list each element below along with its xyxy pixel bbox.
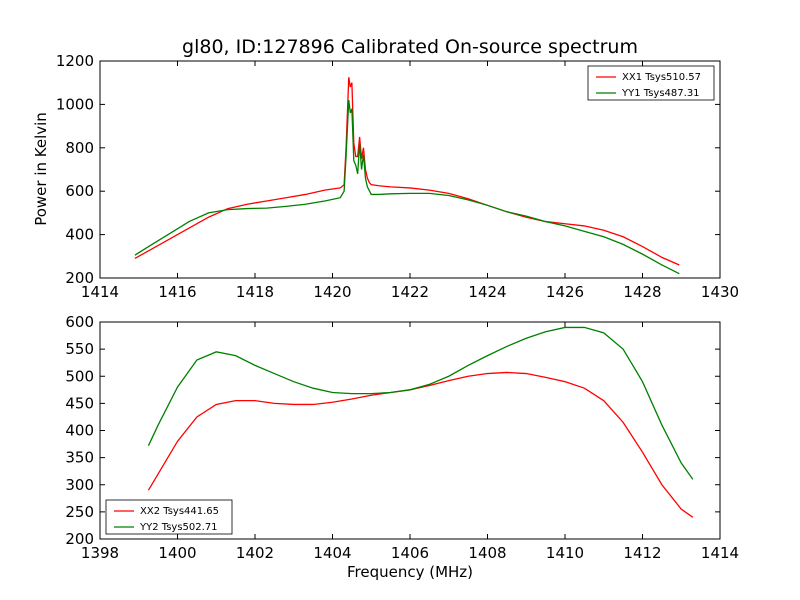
bottom-legend-entry: YY2 Tsys502.71	[139, 522, 218, 533]
top-y-tick-label: 1000	[56, 95, 94, 113]
top-x-tick-label: 1414	[81, 283, 119, 301]
top-y-axis-label: Power in Kelvin	[32, 112, 50, 226]
bottom-y-tick-label: 350	[65, 449, 94, 467]
bottom-x-tick-label: 1406	[391, 544, 429, 562]
bottom-plot-area: 1398 1400 1402 1404 1406 1408 1410 1412 1414 200 2…	[65, 313, 739, 562]
top-x-tick-label: 1424	[468, 283, 506, 301]
bottom-y-tick-label: 200	[65, 530, 94, 548]
bottom-y-tick-label: 600	[65, 313, 94, 331]
top-y-tick-label: 200	[65, 269, 94, 287]
top-x-tick-label: 1418	[236, 283, 274, 301]
bottom-x-tick-label: 1410	[546, 544, 584, 562]
bottom-legend: XX2 Tsys441.65 YY2 Tsys502.71	[105, 499, 233, 535]
bottom-legend-entry: XX2 Tsys441.65	[140, 506, 219, 517]
top-x-tick-label: 1416	[158, 283, 196, 301]
top-legend-box	[587, 65, 715, 101]
top-x-tick-label: 1422	[391, 283, 429, 301]
bottom-y-tick-label: 300	[65, 476, 94, 494]
bottom-x-tick-label: 1414	[701, 544, 739, 562]
top-y-tick-label: 1200	[56, 52, 94, 70]
top-x-tick-label: 1426	[546, 283, 584, 301]
top-y-tick-label: 600	[65, 182, 94, 200]
bottom-x-tick-label: 1408	[468, 544, 506, 562]
top-x-tick-label: 1430	[701, 283, 739, 301]
bottom-y-tick-label: 400	[65, 422, 94, 440]
chart-title: gl80, ID:127896 Calibrated On-source spe…	[182, 36, 638, 58]
bottom-legend-box	[105, 499, 233, 535]
bottom-y-tick-label: 250	[65, 503, 94, 521]
bottom-series-line-2	[147, 326, 694, 480]
top-plot-area: 1414 1416 1418 1420 1422 1424 1426 1428 1430 200 4…	[56, 52, 739, 301]
bottom-x-tick-label: 1412	[623, 544, 661, 562]
bottom-y-tick-label: 550	[65, 340, 94, 358]
top-x-tick-label: 1428	[623, 283, 661, 301]
bottom-y-tick-label: 500	[65, 367, 94, 385]
top-x-tick-label: 1420	[313, 283, 351, 301]
top-legend: XX1 Tsys510.57 YY1 Tsys487.31	[587, 65, 715, 101]
top-legend-entry: XX1 Tsys510.57	[622, 72, 701, 83]
bottom-x-tick-label: 1402	[236, 544, 274, 562]
bottom-x-tick-label: 1400	[158, 544, 196, 562]
top-legend-entry: YY1 Tsys487.31	[621, 88, 700, 99]
top-y-tick-label: 400	[65, 226, 94, 244]
bottom-x-axis-label: Frequency (MHz)	[347, 563, 473, 581]
bottom-x-tick-label: 1404	[313, 544, 351, 562]
top-series-line-2	[134, 99, 680, 275]
bottom-y-tick-label: 450	[65, 394, 94, 412]
top-y-tick-label: 800	[65, 139, 94, 157]
bottom-x-tick-label: 1398	[81, 544, 119, 562]
